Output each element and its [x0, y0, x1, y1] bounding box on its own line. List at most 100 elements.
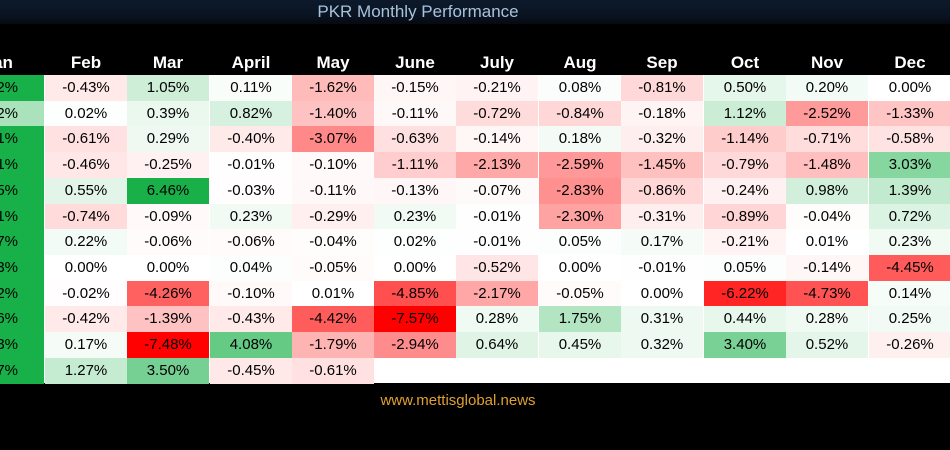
heatmap-cell: -0.32% — [621, 126, 703, 153]
heatmap-cell: -0.29% — [292, 203, 374, 230]
heatmap-cell: 0.44% — [704, 306, 786, 333]
heatmap-cell: -0.18% — [621, 100, 703, 127]
heatmap-cell: -0.11% — [374, 100, 456, 127]
heatmap-cell: -0.06% — [210, 229, 292, 256]
heatmap-cell: -2.94% — [374, 332, 456, 358]
heatmap-cell: -0.14% — [786, 254, 868, 281]
heatmap-cell: 02% — [0, 100, 44, 127]
heatmap-cell: -0.10% — [210, 280, 292, 307]
heatmap-cell: 0.08% — [539, 75, 621, 101]
heatmap-cell: -1.11% — [374, 152, 456, 179]
heatmap-cell: -0.21% — [456, 75, 538, 101]
heatmap-cell: 61% — [0, 203, 44, 230]
source-footer: www.mettisglobal.news — [380, 392, 536, 409]
heatmap-cell: 23% — [0, 254, 44, 281]
heatmap-cell: 0.25% — [869, 306, 950, 333]
heatmap-cell: -0.42% — [45, 306, 127, 333]
heatmap-cell: 3.40% — [704, 332, 786, 358]
heatmap-cell: -0.07% — [456, 177, 538, 204]
title-band — [0, 0, 950, 24]
heatmap-cell: -1.40% — [292, 100, 374, 127]
column-header-12: Dec — [894, 53, 926, 72]
heatmap-cell: 0.64% — [456, 332, 538, 358]
heatmap-cell: 0.45% — [539, 332, 621, 358]
heatmap-cell: 1.12% — [704, 100, 786, 127]
heatmap-cell: 0.20% — [786, 75, 868, 101]
heatmap-cell: 17% — [0, 357, 44, 384]
heatmap-cell: 17% — [0, 229, 44, 256]
heatmap-cell: 6.46% — [127, 177, 209, 204]
heatmap-cell: 0.52% — [786, 332, 868, 358]
month-header-row: an Feb Mar April May June July Aug Sep Oct Nov Dec — [0, 45, 950, 81]
heatmap-cell: 0.04% — [210, 254, 292, 281]
heatmap-cell: -4.42% — [292, 306, 374, 333]
heatmap-cell: -0.24% — [704, 177, 786, 204]
heatmap-cell: -0.06% — [127, 229, 209, 256]
heatmap-cell: -7.57% — [374, 306, 456, 333]
heatmap-cell: 46% — [0, 306, 44, 333]
chart-title: PKR Monthly Performance — [317, 2, 519, 21]
heatmap-cell: -1.79% — [292, 332, 374, 358]
heatmap-cell: -4.85% — [374, 280, 456, 307]
heatmap-cell: -0.58% — [869, 126, 950, 153]
heatmap-cell: -0.15% — [374, 75, 456, 101]
heatmap-cell: -0.81% — [621, 75, 703, 101]
heatmap-cell: -0.40% — [210, 126, 292, 153]
heatmap-cell: -0.01% — [456, 203, 538, 230]
heatmap-cell: -2.59% — [539, 152, 621, 179]
heatmap-cell: 0.05% — [704, 254, 786, 281]
heatmap-cell: 0.23% — [374, 203, 456, 230]
heatmap-cell: -4.45% — [869, 254, 950, 281]
heatmap-cell: -0.01% — [456, 229, 538, 256]
heatmap-cell: -0.86% — [621, 177, 703, 204]
heatmap-cell: -0.01% — [210, 152, 292, 179]
heatmap-cell: 0.02% — [45, 100, 127, 127]
column-header-3: Mar — [152, 53, 184, 72]
heatmap-cell: -0.43% — [45, 75, 127, 101]
heatmap-cell: -6.22% — [704, 280, 786, 307]
heatmap-cell: 4.08% — [210, 332, 292, 358]
heatmap-cell: 0.01% — [292, 280, 374, 307]
heatmap-cell: -0.43% — [210, 306, 292, 333]
column-header-8: Aug — [563, 53, 597, 72]
heatmap-cell: -0.05% — [292, 254, 374, 281]
heatmap-cell: -2.30% — [539, 203, 621, 230]
heatmap-cell: -4.73% — [786, 280, 868, 307]
column-header-10: Oct — [730, 53, 760, 72]
heatmap-cell: -1.33% — [869, 100, 950, 127]
heatmap-cell: -0.04% — [786, 203, 868, 230]
heatmap-cell: 0.72% — [869, 203, 950, 230]
heatmap-cell: -0.61% — [45, 126, 127, 153]
heatmap-cell: 15% — [0, 177, 44, 204]
heatmap-cell: 0.00% — [869, 75, 950, 101]
heatmap-cell: -0.31% — [621, 203, 703, 230]
heatmap-cell: 0.32% — [621, 332, 703, 358]
heatmap-cell: -7.48% — [127, 332, 209, 358]
column-header-7: July — [479, 53, 515, 72]
column-header-11: Nov — [810, 53, 844, 72]
heatmap-cell: 1.39% — [869, 177, 950, 204]
column-header-9: Sep — [646, 53, 678, 72]
heatmap-cell: 0.02% — [374, 229, 456, 256]
heatmap-cell: 0.01% — [786, 229, 868, 256]
heatmap-cell: -0.52% — [456, 254, 538, 281]
heatmap-cell: -1.48% — [786, 152, 868, 179]
heatmap-cell: 0.55% — [45, 177, 127, 204]
heatmap-cell: 0.29% — [127, 126, 209, 153]
heatmap-cell: -0.25% — [127, 152, 209, 179]
heatmap-cell: 0.39% — [127, 100, 209, 127]
heatmap-cell: -0.74% — [45, 203, 127, 230]
heatmap-cell: -0.10% — [292, 152, 374, 179]
heatmap-cell: -0.01% — [621, 254, 703, 281]
column-header-4: April — [231, 53, 271, 72]
heatmap-cell: 0.28% — [456, 306, 538, 333]
heatmap-cell: 0.18% — [539, 126, 621, 153]
heatmap-cell: 51% — [0, 126, 44, 153]
heatmap-cell: -0.11% — [292, 177, 374, 204]
heatmap-cell: -1.14% — [704, 126, 786, 153]
column-header-6: June — [395, 53, 435, 72]
heatmap-cell: -2.13% — [456, 152, 538, 179]
heatmap-cell: 0.00% — [621, 280, 703, 307]
heatmap-cell: 0.28% — [786, 306, 868, 333]
heatmap-cell: -0.71% — [786, 126, 868, 153]
